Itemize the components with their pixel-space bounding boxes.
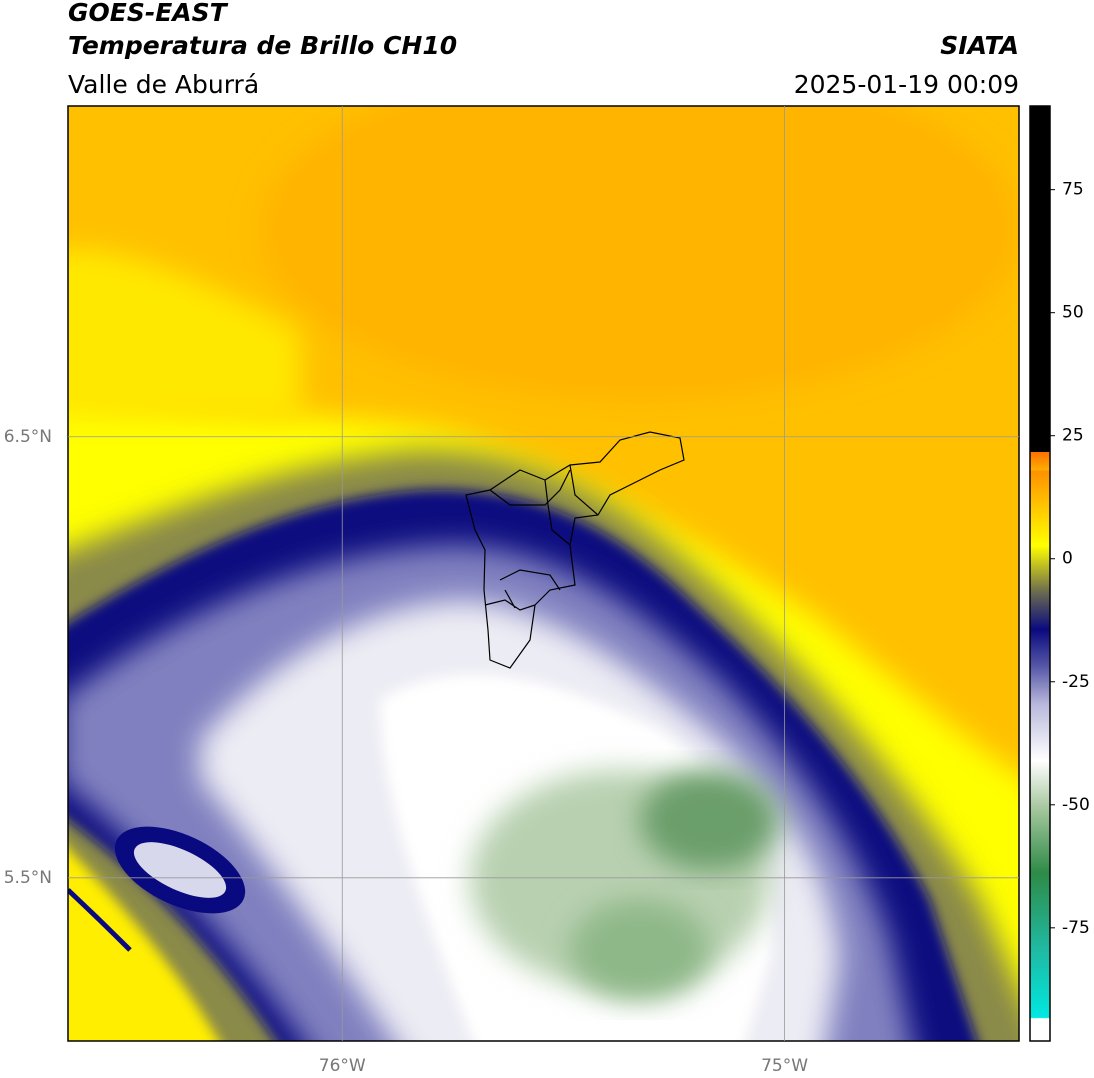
colorbar-tick-label: 75: [1062, 180, 1084, 200]
colorbar-tick-label: -50: [1062, 795, 1090, 815]
x-tick-label: 75°W: [761, 1056, 808, 1076]
region: Valle de Aburrá: [68, 70, 259, 99]
subtitle: Temperatura de Brillo CH10: [68, 31, 457, 60]
colorbar-tick-label: -75: [1062, 918, 1090, 938]
timestamp: 2025-01-19 00:09: [794, 70, 1019, 99]
satellite-field: [68, 106, 1019, 1041]
colorbar-tick-label: 0: [1062, 549, 1073, 569]
x-tick-label: 76°W: [319, 1056, 366, 1076]
colorbar-tick-label: 25: [1062, 426, 1084, 446]
colorbar-tick-label: -25: [1062, 672, 1090, 692]
colorbar: [1029, 105, 1051, 1042]
title: GOES-EAST: [68, 0, 229, 27]
colorbar-tick-label: 50: [1062, 303, 1084, 323]
y-tick-label: 5.5°N: [4, 868, 52, 888]
source: SIATA: [940, 31, 1019, 60]
y-tick-label: 6.5°N: [4, 427, 52, 447]
map-frame: [67, 105, 1020, 1042]
